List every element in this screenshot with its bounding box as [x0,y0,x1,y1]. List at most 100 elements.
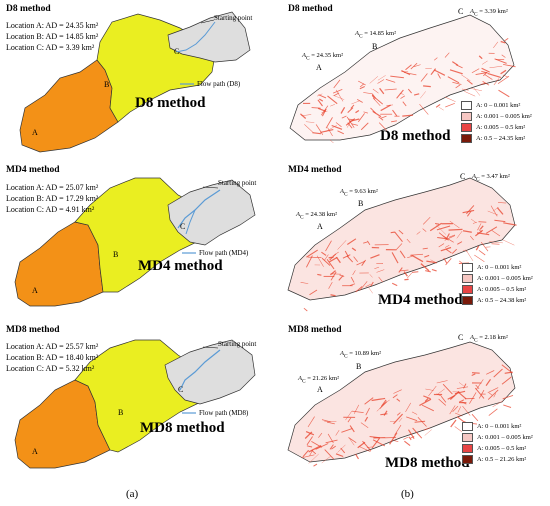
stream-segment [361,259,367,266]
stream-segment [309,289,318,296]
stream-segment [329,256,338,263]
stream-segment [346,122,351,128]
stream-segment [318,98,324,102]
stream-segment [420,73,428,82]
stream-segment [391,120,397,123]
stream-segment [321,110,328,113]
stream-segment [370,254,380,259]
stream-segment [372,439,386,447]
stream-segment [368,286,373,294]
panel-a2-method-label: MD4 method [138,258,223,274]
stream-segment [326,259,335,270]
stream-segment [455,84,461,89]
panel-b1-method-label: D8 method [380,128,451,144]
stream-segment [335,453,344,458]
stream-segment [337,444,346,453]
stream-segment [496,207,504,215]
location-b-marker: B [356,362,362,371]
stream-segment [406,238,411,244]
stream-segment [501,364,513,374]
stream-segment [485,378,491,387]
panel-a3-loc-b: Location B: AD = 18.40 km² [6,353,99,362]
stream-segment [400,95,406,99]
stream-segment [437,73,441,79]
stream-segment [357,113,365,123]
stream-segment [482,81,490,86]
stream-segment [437,388,445,395]
stream-segment [469,235,474,241]
stream-segment [349,283,356,286]
stream-segment [380,115,387,119]
panel-a2-loc-b: Location B: AD = 17.29 km² [6,194,99,203]
stream-segment [475,229,484,237]
panel-a2-loc-a: Location A: AD = 25.07 km² [6,183,99,192]
stream-segment [413,93,420,96]
stream-segment [452,405,459,412]
stream-segment [351,410,364,413]
stream-segment [329,139,334,144]
stream-segment [345,118,356,126]
stream-segment [339,274,345,277]
stream-segment [377,79,385,84]
stream-segment [372,110,382,118]
stream-segment [486,370,495,375]
stream-segment [488,392,493,396]
stream-segment [456,386,469,389]
stream-segment [316,93,323,97]
stream-segment [450,419,457,428]
stream-segment [325,117,333,129]
legend-item-3: A: 0.005 – 0.5 km² [462,444,526,453]
stream-segment [369,76,379,84]
area-annotation-b: AC = 9.63 km² [340,188,378,198]
stream-segment [315,443,329,450]
legend-item-1: A: 0 – 0.001 km² [461,101,520,110]
flow-path-legend: Flow path (MD4) [199,249,249,257]
legend-item-2: A: 0.001 – 0.005 km² [461,112,532,121]
stream-segment [500,69,507,75]
stream-segment [333,92,340,96]
stream-segment [466,79,473,85]
stream-segment [492,400,503,408]
stream-segment [479,225,484,230]
stream-segment [391,282,398,287]
stream-segment [340,106,346,114]
stream-segment [410,62,418,70]
stream-segment [445,258,452,266]
stream-segment [301,454,315,459]
stream-segment [346,255,354,263]
stream-segment [358,80,366,86]
stream-segment [458,382,464,387]
stream-segment [478,55,483,60]
stream-segment [341,115,347,119]
stream-segment [414,420,426,423]
stream-segment [331,124,343,130]
stream-segment [396,412,401,416]
stream-segment [406,416,418,422]
stream-segment [487,387,499,394]
stream-segment [409,436,415,439]
stream-segment [367,240,371,246]
stream-segment [396,89,404,99]
stream-segment [503,222,517,226]
stream-segment [444,52,450,58]
stream-segment [364,416,369,422]
stream-segment [448,234,456,238]
legend-item-4: A: 0.5 – 24.35 km² [461,134,525,143]
stream-segment [500,40,506,44]
stream-segment [445,102,455,108]
stream-segment [413,64,421,68]
region-A [14,221,104,307]
stream-segment [304,124,314,133]
stream-segment [481,67,490,73]
stream-segment [405,64,412,71]
stream-segment [351,247,357,252]
stream-segment [331,445,336,450]
stream-segment [379,87,385,95]
stream-segment [424,397,429,403]
stream-segment [406,272,412,279]
stream-segment [457,391,467,400]
stream-segment [504,38,509,42]
stream-segment [487,210,499,216]
stream-segment [493,368,503,378]
